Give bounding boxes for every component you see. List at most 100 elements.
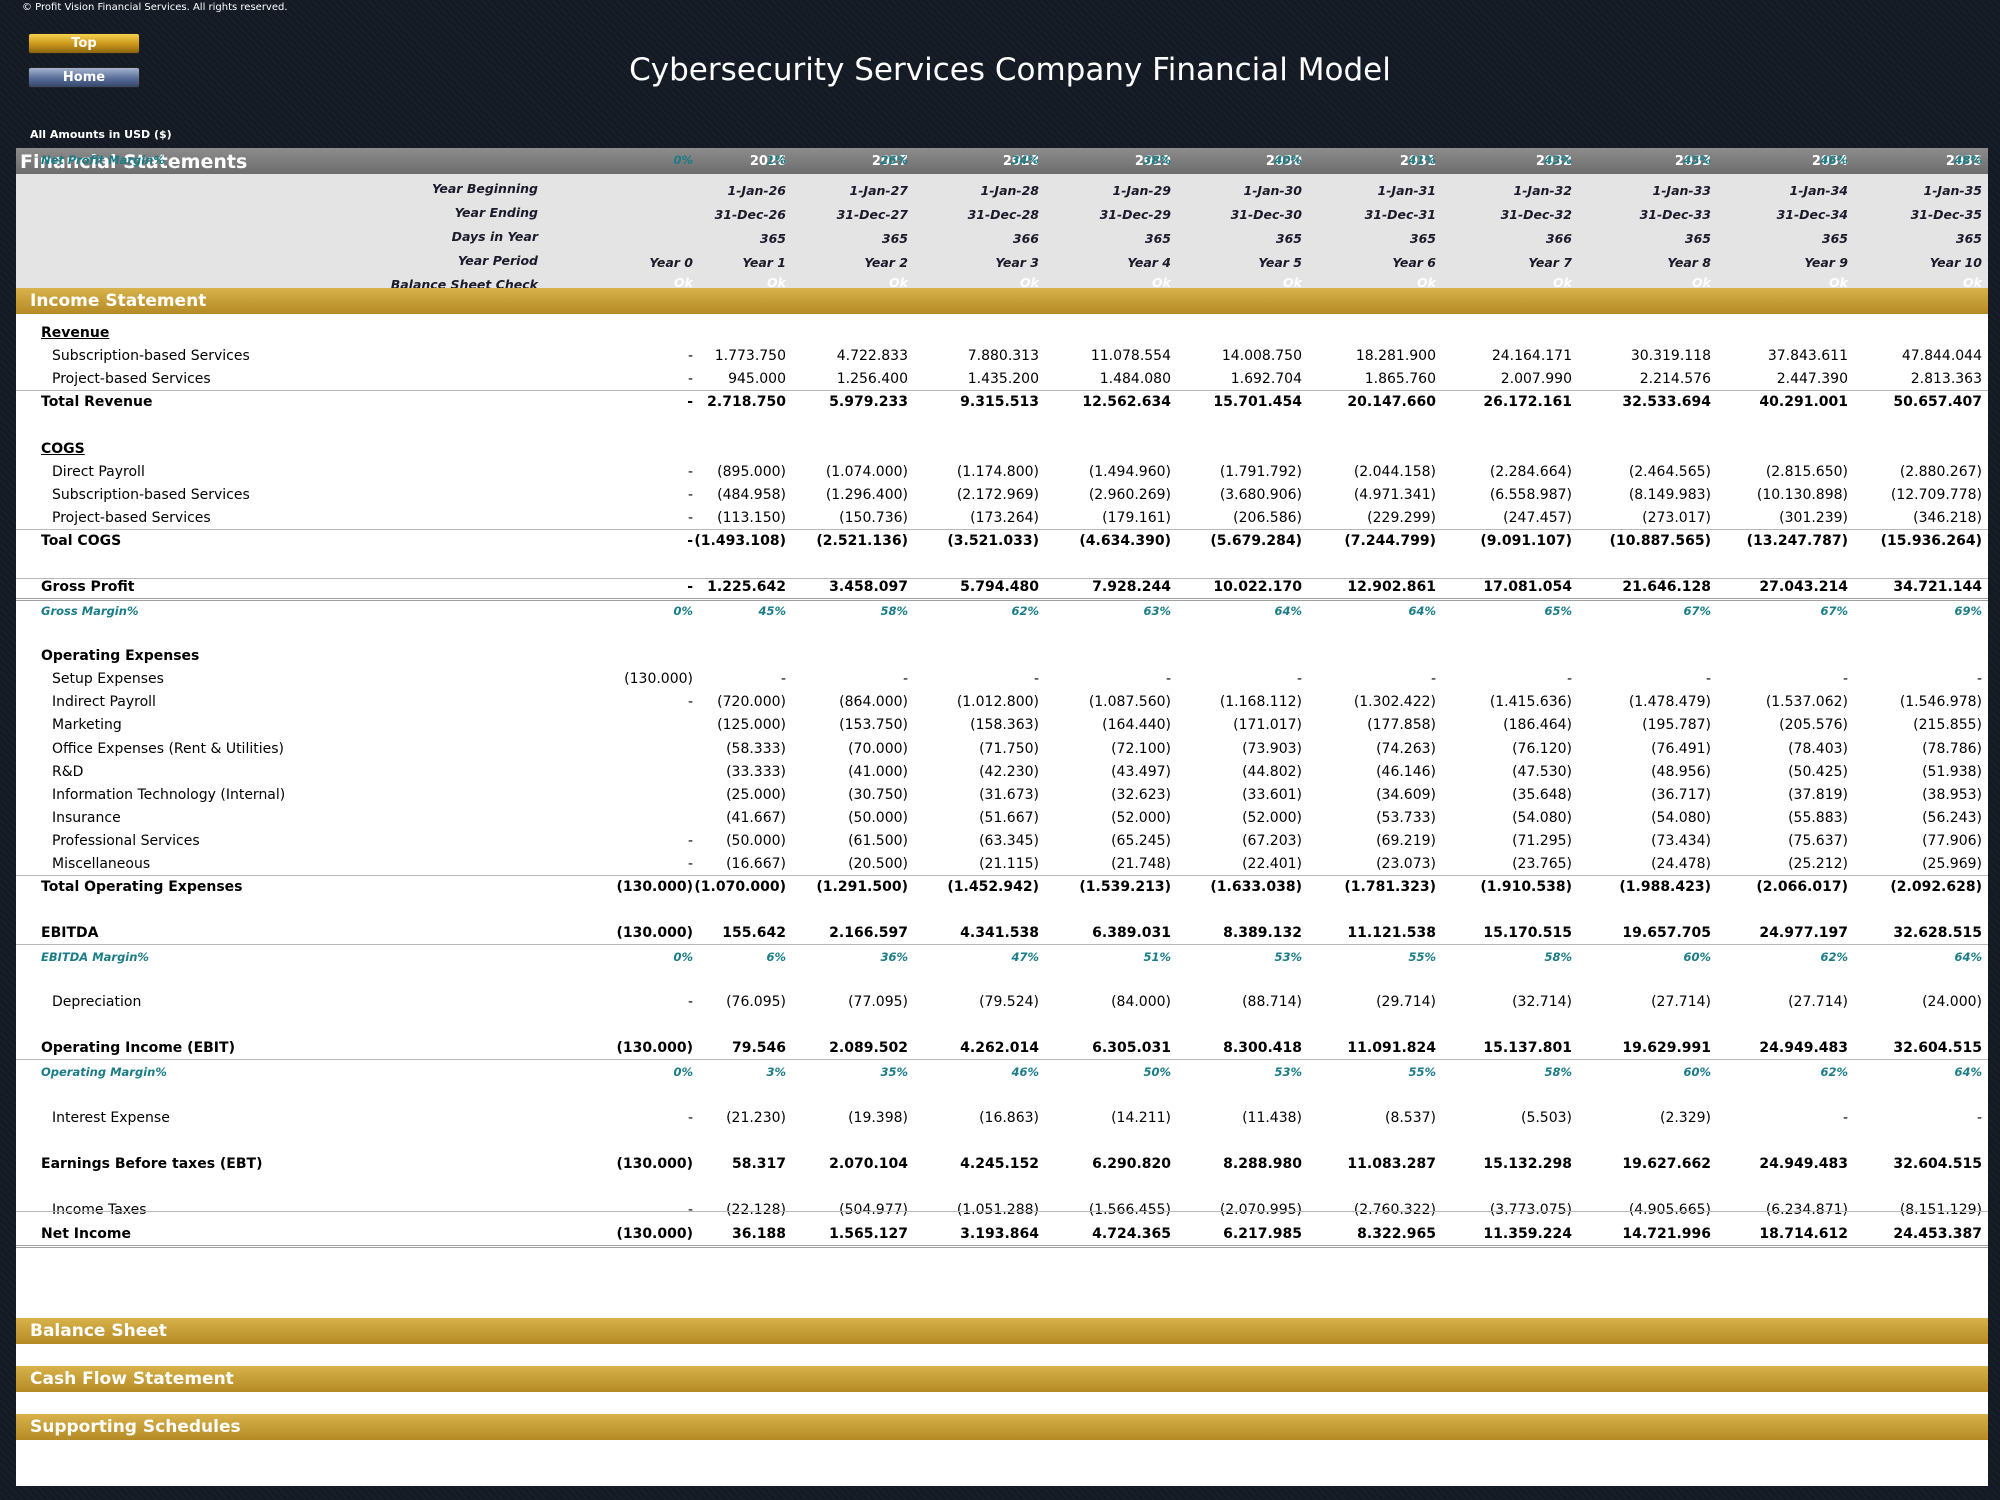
row-cell: (1.493.108) <box>694 533 786 549</box>
row-cell: (41.000) <box>848 764 908 780</box>
row-cell: 4.262.014 <box>960 1040 1039 1056</box>
statements-header: Financial Statements 2026 2027 2028 2029 203… <box>16 148 1988 174</box>
meta-cell: 31-Dec-28 <box>967 207 1039 222</box>
row-label: Toal COGS <box>41 533 122 549</box>
row-cell: (1.494.960) <box>1088 464 1171 480</box>
row-cell: 945.000 <box>728 371 786 387</box>
row-cell: - <box>1430 671 1436 687</box>
row-cell: (88.714) <box>1242 994 1302 1010</box>
cell-year0: - <box>687 579 693 595</box>
row-cell: (1.546.978) <box>1899 694 1982 710</box>
table-row: Revenue <box>16 322 1988 344</box>
row-cell: (70.000) <box>848 741 908 757</box>
row-cell: 2.718.750 <box>707 394 786 410</box>
cash-flow-band[interactable]: Cash Flow Statement <box>16 1366 1988 1392</box>
row-cell: 50% <box>1143 1065 1171 1079</box>
cell-year0: - <box>687 994 693 1010</box>
table-row: Setup Expenses (130.000) - - - - - - - - - - <box>16 668 1988 690</box>
cell-year0: - <box>687 371 693 387</box>
row-label: Depreciation <box>52 994 142 1010</box>
row-cell: (24.478) <box>1651 856 1711 872</box>
meta-cell: 1-Jan-31 <box>1377 183 1436 198</box>
row-cell: (1.168.112) <box>1219 694 1302 710</box>
row-cell: 47% <box>1011 950 1039 964</box>
row-cell: (125.000) <box>717 717 786 733</box>
row-cell: (1.537.062) <box>1765 694 1848 710</box>
row-label: COGS <box>41 441 85 457</box>
row-cell: (895.000) <box>717 464 786 480</box>
row-cell: (158.363) <box>970 717 1039 733</box>
row-cell: 9.315.513 <box>960 394 1039 410</box>
row-label: Marketing <box>52 717 122 733</box>
row-cell: 4.341.538 <box>960 925 1039 941</box>
row-label: Gross Margin% <box>41 604 139 618</box>
row-label: EBITDA Margin% <box>41 950 149 964</box>
income-statement-band[interactable]: Income Statement <box>16 288 1988 314</box>
margin-row: Net Profit Margin% 0% 1% 26% 34% 38% 40% 41% 43%… <box>16 148 1988 170</box>
row-cell: (195.787) <box>1642 717 1711 733</box>
row-cell: (15.936.264) <box>1880 533 1982 549</box>
row-cell: (12.709.778) <box>1890 487 1982 503</box>
row-cell: (164.440) <box>1102 717 1171 733</box>
meta-cell: Year 7 <box>1528 255 1572 270</box>
row-cell: 67% <box>1820 604 1848 618</box>
meta-cell: 365 <box>1409 231 1436 246</box>
cell-year0: - <box>687 533 693 549</box>
table-row: Information Technology (Internal) (25.000… <box>16 784 1988 806</box>
meta-cell: Year 2 <box>864 255 908 270</box>
row-cell: (13.247.787) <box>1746 533 1848 549</box>
row-cell: (171.017) <box>1233 717 1302 733</box>
meta-cell: Ok <box>1283 275 1302 290</box>
row-cell: (1.452.942) <box>947 879 1039 895</box>
row-label: Indirect Payroll <box>52 694 156 710</box>
row-label: Project-based Services <box>52 371 211 387</box>
meta-row: Year Beginning 1-Jan-26 1-Jan-27 1-Jan-28 1-… <box>16 176 1988 200</box>
row-cell: 11.121.538 <box>1347 925 1436 941</box>
row-cell: 2.070.104 <box>829 1156 908 1172</box>
meta-row: Year Ending 31-Dec-26 31-Dec-27 31-Dec-28 31… <box>16 200 1988 224</box>
row-cell: (150.736) <box>839 510 908 526</box>
row-cell: 60% <box>1683 1065 1711 1079</box>
row-cell: (2.044.158) <box>1353 464 1436 480</box>
balance-sheet-band[interactable]: Balance Sheet <box>16 1318 1988 1344</box>
row-cell: (75.637) <box>1788 833 1848 849</box>
row-label: Project-based Services <box>52 510 211 526</box>
row-cell: (41.667) <box>726 810 786 826</box>
row-cell: (205.576) <box>1779 717 1848 733</box>
row-cell: (47.530) <box>1512 764 1572 780</box>
total-row: Toal COGS - (1.493.108) (2.521.136) (3.521.0… <box>16 530 1988 552</box>
row-cell: (8.151.129) <box>1899 1202 1982 1218</box>
table-row: COGS <box>16 438 1988 460</box>
row-cell: (1.478.479) <box>1628 694 1711 710</box>
table-row: Project-based Services - 945.000 1.256.400 1… <box>16 368 1988 390</box>
margin-row: Gross Margin% 0% 45% 58% 62% 63% 64% 64% 65% 67% 6… <box>16 599 1988 621</box>
top-button[interactable]: Top <box>28 33 140 54</box>
meta-cell: 31-Dec-27 <box>836 207 908 222</box>
row-divider <box>16 390 1988 391</box>
row-cell: (2.815.650) <box>1765 464 1848 480</box>
supporting-schedules-band[interactable]: Supporting Schedules <box>16 1414 1988 1440</box>
row-cell: 11.091.824 <box>1347 1040 1436 1056</box>
row-cell: (1.781.323) <box>1344 879 1436 895</box>
row-cell: (76.120) <box>1512 741 1572 757</box>
row-cell: 38% <box>1143 153 1171 167</box>
row-cell: 6.290.820 <box>1092 1156 1171 1172</box>
row-cell: (76.095) <box>726 994 786 1010</box>
year-header-cell: 2029 <box>1134 154 1171 169</box>
year-header-cell: 2032 <box>1535 154 1572 169</box>
row-cell: (56.243) <box>1922 810 1982 826</box>
meta-row-label: Year Beginning <box>431 181 538 196</box>
meta-cell: 365 <box>1955 231 1982 246</box>
meta-cell: 31-Dec-32 <box>1500 207 1572 222</box>
row-cell: 19.629.991 <box>1622 1040 1711 1056</box>
table-row: Marketing (125.000) (153.750) (158.363) (164… <box>16 714 1988 736</box>
row-cell: (52.000) <box>1111 810 1171 826</box>
meta-row-label: Year Ending <box>454 205 538 220</box>
row-cell: (2.284.664) <box>1489 464 1572 480</box>
row-cell: 65% <box>1544 604 1572 618</box>
meta-cell: 31-Dec-35 <box>1910 207 1982 222</box>
row-cell: (6.558.987) <box>1489 487 1572 503</box>
home-button[interactable]: Home <box>28 67 140 88</box>
row-cell: (23.765) <box>1512 856 1572 872</box>
row-cell: 1% <box>766 153 786 167</box>
